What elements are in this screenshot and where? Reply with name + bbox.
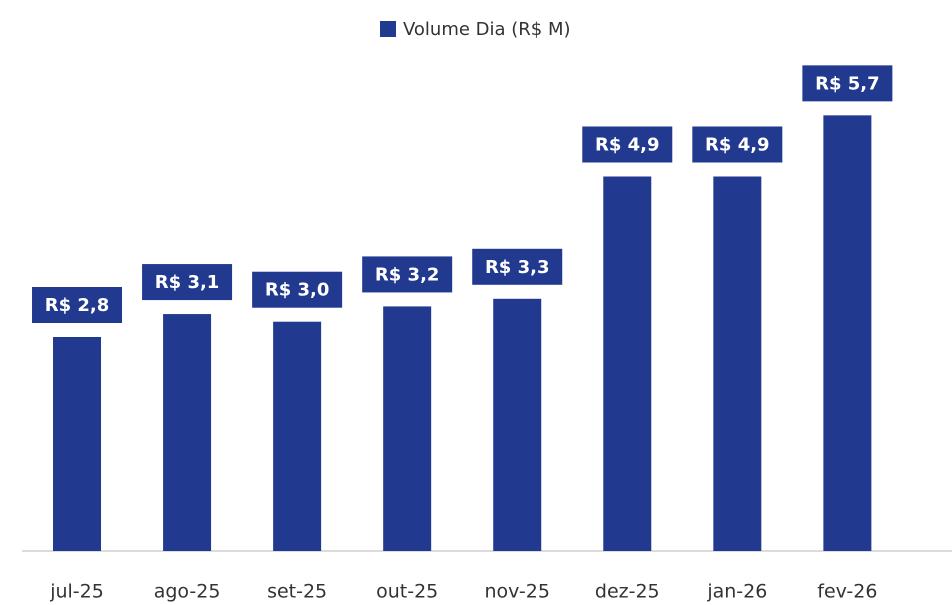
bar xyxy=(163,314,212,551)
value-label-box xyxy=(802,65,893,102)
x-tick-label: ago-25 xyxy=(154,581,221,603)
value-label: R$ 4,9 xyxy=(705,135,770,156)
value-label: R$ 2,8 xyxy=(45,295,110,316)
bar xyxy=(823,115,872,551)
value-label: R$ 3,1 xyxy=(155,272,220,293)
x-tick-label: jul-25 xyxy=(49,581,104,603)
legend-swatch xyxy=(380,21,396,37)
value-label-box xyxy=(692,126,783,163)
bar xyxy=(53,337,102,551)
x-tick-label: nov-25 xyxy=(485,581,550,603)
value-label: R$ 3,3 xyxy=(485,257,550,278)
legend-label: Volume Dia (R$ M) xyxy=(403,19,571,40)
value-label-box xyxy=(362,256,453,293)
bar xyxy=(713,176,762,551)
bar xyxy=(603,176,652,551)
x-tick-label: fev-26 xyxy=(817,581,877,603)
value-label-box xyxy=(142,264,233,301)
x-tick-label: out-25 xyxy=(376,581,438,603)
value-label-box xyxy=(472,248,563,285)
value-label-box xyxy=(252,271,343,308)
value-label-box xyxy=(582,126,673,163)
bar xyxy=(383,306,432,551)
bar xyxy=(493,298,542,551)
x-tick-label: set-25 xyxy=(267,581,327,603)
bar xyxy=(273,321,322,551)
value-label: R$ 5,7 xyxy=(815,73,880,94)
x-tick-label: dez-25 xyxy=(595,581,660,603)
value-label: R$ 4,9 xyxy=(595,135,660,156)
x-tick-label: jan-26 xyxy=(706,581,767,603)
value-label: R$ 3,2 xyxy=(375,264,440,285)
value-label: R$ 3,0 xyxy=(265,280,330,301)
value-label-box xyxy=(32,287,123,323)
